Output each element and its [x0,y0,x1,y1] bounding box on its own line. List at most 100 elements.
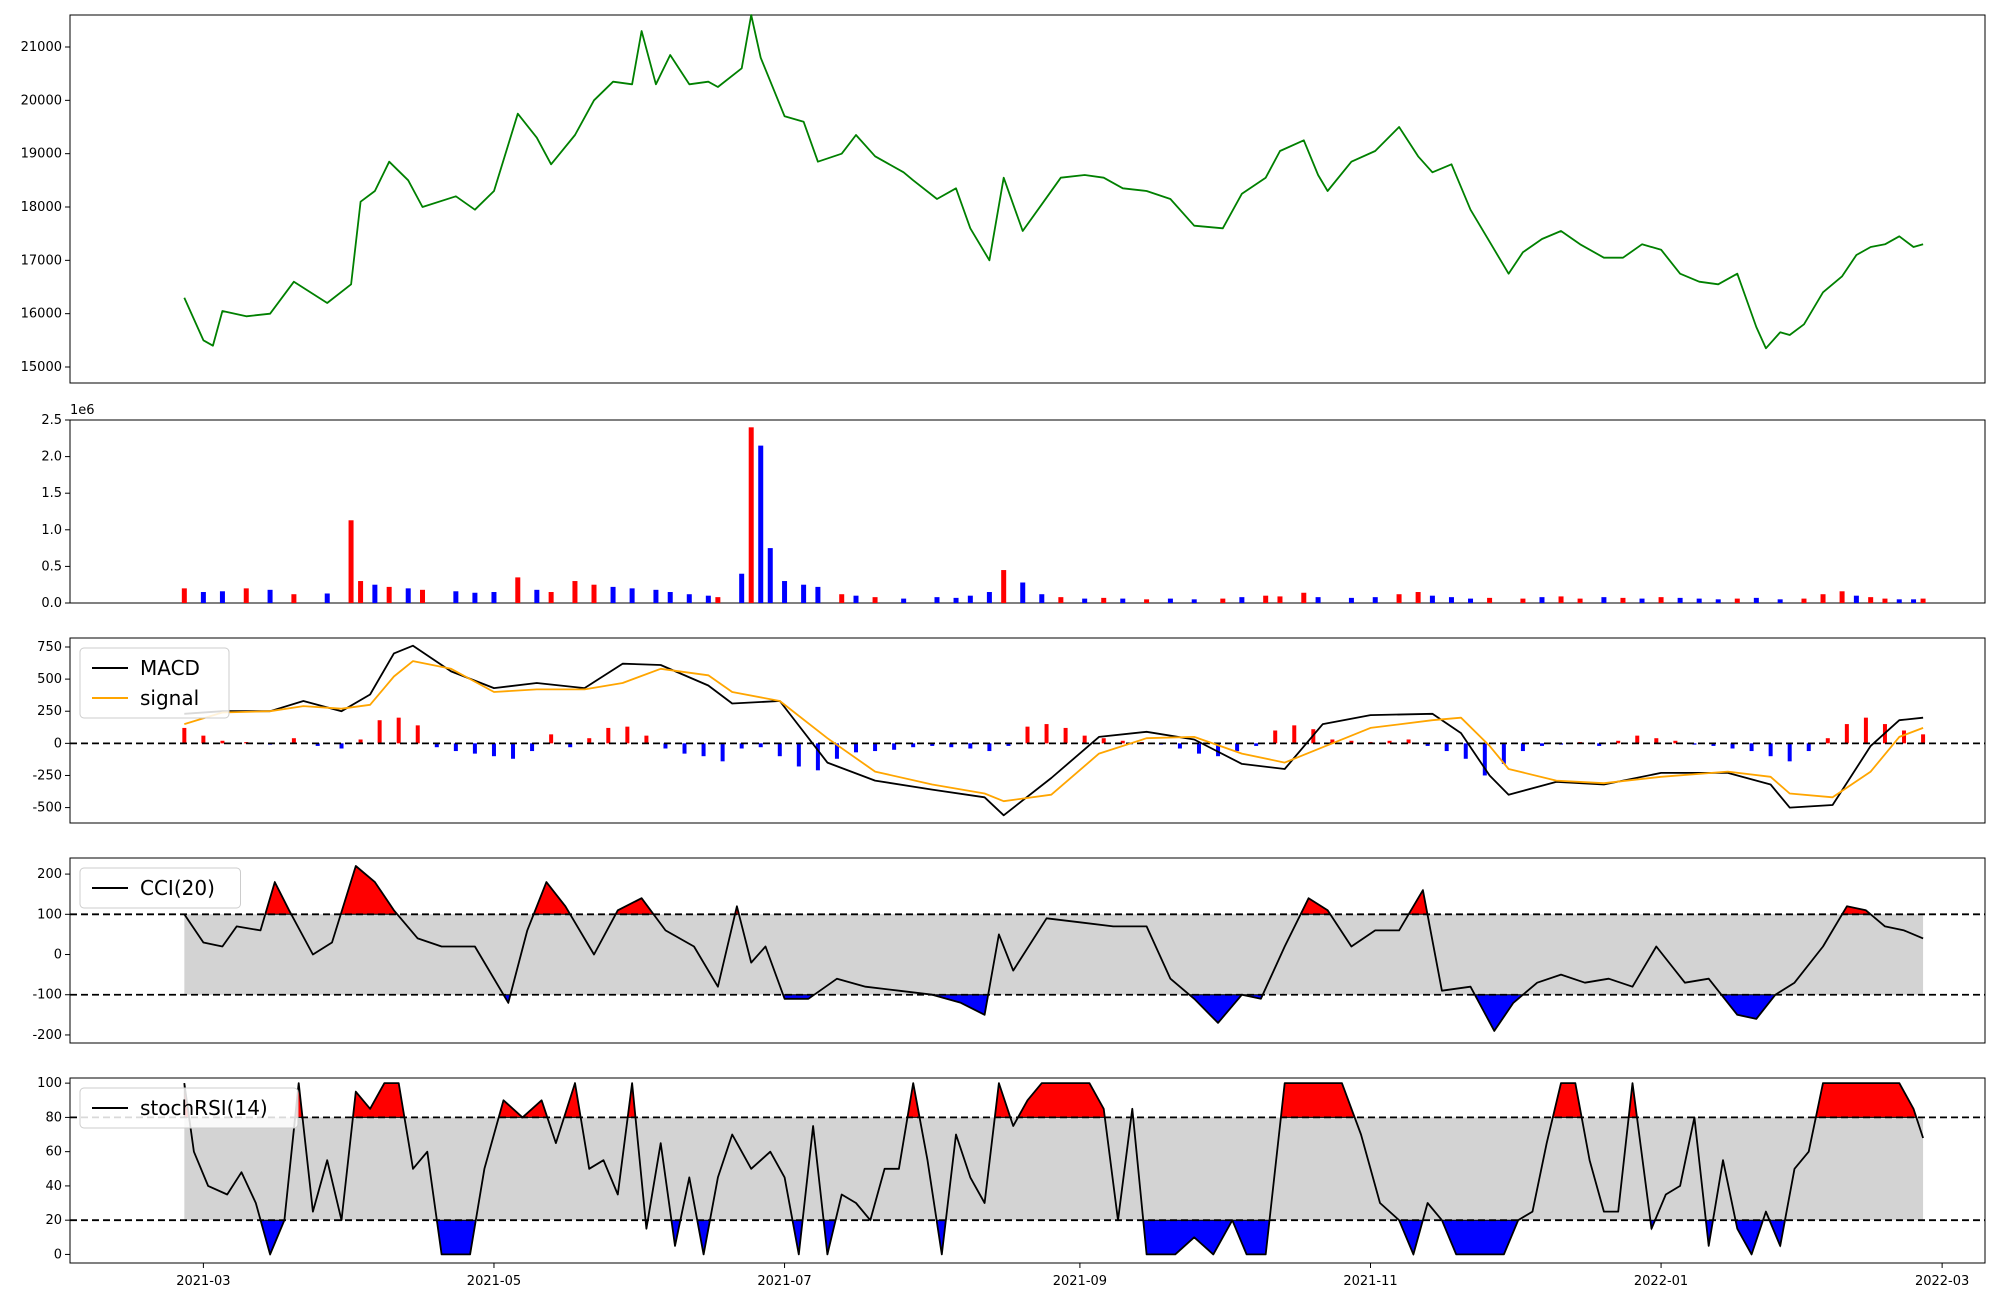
volume-bar [243,588,249,603]
macd-histogram-bar [568,743,573,748]
x-tick-label: 2021-07 [757,1274,811,1289]
macd-histogram-bar [1787,743,1792,762]
volume-bar [1301,592,1307,603]
volume-bar [348,520,354,603]
oversold-fill [436,1219,477,1255]
macd-histogram-bar [453,743,458,752]
macd-histogram-bar [892,743,897,750]
volume-bar [1677,597,1683,603]
macd-panel: -500 -250 0 250 500 750 MACD signal [32,637,1986,824]
y-tick-label: 40 [45,1179,62,1194]
volume-bar [1120,598,1126,603]
legend-label: stochRSI(14) [140,1096,268,1120]
y-tick-label: -200 [32,1028,62,1043]
y-tick-label: 750 [37,640,62,655]
macd-histogram-bar [1406,739,1411,744]
volume-bar [758,445,764,603]
macd-histogram-bar [911,743,916,748]
volume-bar [548,592,554,603]
oversold-fill [1142,1219,1234,1256]
legend-label: signal [140,686,199,710]
macd-histogram-bar [434,743,439,748]
volume-bar [1639,598,1645,603]
macd-histogram-bar [815,743,820,771]
macd-histogram-bar [949,743,954,748]
y-tick-label: -100 [32,988,62,1003]
macd-histogram-bar [1825,738,1830,744]
volume-bar [200,592,206,603]
volume-bar [1520,598,1526,603]
volume-bar [1839,591,1845,603]
macd-histogram-bar [1673,740,1678,744]
macd-histogram-bar [1768,743,1773,757]
macd-histogram-bar [777,743,782,757]
y-tick-label: 17000 [21,253,62,268]
overbought-fill [352,1082,405,1118]
macd-histogram-bar [530,743,535,752]
volume-bar [372,584,378,603]
volume-bar [1658,597,1664,603]
volume-bar [267,589,273,603]
macd-histogram-bar [1463,743,1468,759]
volume-bar [1396,594,1402,603]
volume-bar [1896,599,1902,603]
macd-histogram-bar [339,743,344,749]
volume-bar [782,581,788,603]
volume-bar [1715,599,1721,603]
oversold-fill [1231,1219,1271,1255]
macd-histogram-bar [758,743,763,748]
volume-bar [1144,599,1150,603]
y-tick-label: 1.5 [41,486,62,501]
volume-bar [1167,598,1173,603]
volume-bar [1058,597,1064,603]
volume-bar [1039,594,1045,603]
y-tick-label: 20000 [21,93,62,108]
volume-bar [739,573,745,603]
macd-histogram-bar [1387,740,1392,744]
volume-bar [1415,592,1421,603]
price-line [183,14,1924,350]
volume-bar [705,595,711,603]
macd-histogram-bar [1597,743,1602,746]
volume-bar [1820,594,1826,603]
y-tick-label: 80 [45,1110,62,1125]
macd-histogram-bar [511,743,516,759]
macd-histogram-bar [873,743,878,752]
macd-histogram-bar [415,725,420,744]
macd-histogram-bar [1101,738,1106,744]
legend-label: MACD [140,656,200,680]
volume-bar [967,595,973,603]
macd-histogram-bar [1196,743,1201,754]
macd-histogram-bar [644,735,649,744]
x-tick-label: 2021-05 [467,1274,521,1289]
macd-histogram-bar [1120,740,1125,744]
volume-bar [420,589,426,603]
macd-histogram-bar [1730,743,1735,749]
macd-histogram-bar [1921,734,1926,744]
volume-bar [1082,598,1088,603]
y-tick-label: 500 [37,672,62,687]
y-tick-label: 0 [54,948,62,963]
volume-bar [901,598,907,603]
x-tick-label: 2021-03 [176,1274,230,1289]
volume-bar [453,591,459,603]
macd-histogram-bar [549,734,554,744]
stochrsi-line [183,1082,1924,1256]
y-tick-label: 19000 [21,147,62,162]
y-tick-label: 21000 [21,40,62,55]
volume-bar [534,589,540,603]
volume-bar [1911,599,1917,603]
macd-histogram-bar [1520,743,1525,752]
macd-histogram-bar [796,743,801,767]
volume-bar [1220,598,1226,603]
macd-histogram-bar [1025,726,1030,744]
macd-histogram-bar [1806,743,1811,752]
macd-histogram-bar [854,743,859,753]
macd-histogram-bar [291,738,296,744]
legend-box [79,647,230,719]
macd-histogram-bar [701,743,706,757]
y-tick-label: -250 [32,768,62,783]
macd-histogram-bar [1425,743,1430,746]
volume-bar [324,593,330,603]
macd-histogram-bar [396,717,401,744]
